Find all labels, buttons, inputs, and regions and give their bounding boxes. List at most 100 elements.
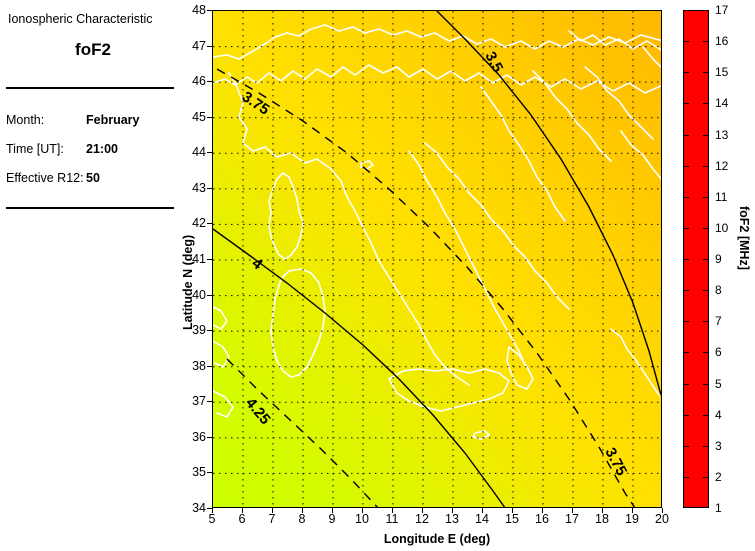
divider-bottom: [6, 207, 174, 209]
colorbar-tick-label: 2: [715, 469, 722, 484]
y-tick-label: 48: [192, 3, 206, 17]
x-tick-mark: [452, 508, 453, 513]
x-axis-ticks: 5 6 7 8 9 10 11 12 13 14 15 16 17 18 19 20: [208, 0, 669, 551]
x-tick-mark: [512, 508, 513, 513]
x-tick-mark: [422, 508, 423, 513]
meta-row-time: Time [UT]: 21:00: [6, 142, 118, 156]
colorbar-tick-mark: [703, 321, 708, 323]
x-tick-mark: [212, 508, 213, 513]
y-tick-mark: [207, 152, 212, 154]
colorbar-tick-mark: [703, 445, 708, 447]
colorbar-tick-mark: [684, 290, 689, 292]
x-tick-label: 14: [475, 512, 489, 526]
colorbar-tick-mark: [684, 476, 689, 478]
colorbar-tick-mark: [684, 259, 689, 260]
colorbar-tick-mark: [684, 134, 689, 136]
colorbar-tick-mark: [703, 259, 708, 260]
colorbar-tick-mark: [684, 227, 689, 229]
colorbar-tick-label: 14: [715, 96, 729, 111]
y-tick-mark: [207, 436, 212, 438]
x-tick-mark: [242, 508, 243, 513]
x-tick-label: 19: [625, 512, 639, 526]
x-tick-label: 13: [445, 512, 459, 526]
y-axis-ticks: 34 35 36 37 38 39 40 41 42 43 44 45 46 47 48: [176, 3, 206, 515]
colorbar-tick-mark: [703, 414, 708, 416]
x-tick-mark: [662, 508, 663, 513]
gridlines: [213, 11, 661, 507]
y-tick-mark: [207, 508, 212, 509]
x-tick-mark: [392, 508, 393, 513]
colorbar-tick-label: 17: [715, 3, 729, 17]
x-tick-label: 7: [268, 512, 276, 526]
y-tick-mark: [207, 116, 212, 118]
x-tick-label: 11: [385, 512, 399, 526]
meta-row-r12: Effective R12: 50: [6, 171, 100, 185]
y-tick-mark: [207, 365, 212, 367]
colorbar-tick-mark: [703, 352, 708, 354]
x-tick-label: 16: [535, 512, 549, 526]
x-tick-label: 9: [328, 512, 336, 526]
colorbar-tick-mark: [684, 321, 689, 323]
x-tick-mark: [632, 508, 633, 513]
y-tick-mark: [207, 259, 212, 260]
y-tick-label: 38: [192, 358, 206, 373]
y-tick-label: 36: [192, 429, 206, 444]
x-tick-label: 5: [208, 512, 216, 526]
colorbar-tick-mark: [703, 134, 708, 136]
y-tick-mark: [207, 294, 212, 296]
colorbar-tick-label: 12: [715, 158, 729, 173]
colorbar-tick-label: 3: [715, 438, 722, 453]
x-tick-label: 20: [655, 512, 669, 526]
colorbar-tick-label: 1: [715, 501, 722, 515]
coastlines: [213, 24, 661, 440]
colorbar-tick-mark: [684, 103, 689, 105]
y-tick-mark: [207, 401, 212, 403]
colorbar-tick-mark: [684, 41, 689, 43]
y-tick-label: 42: [192, 216, 206, 231]
contour-lines: [213, 11, 661, 507]
meta-value-r12: 50: [86, 171, 100, 185]
y-tick-label: 41: [192, 252, 206, 266]
contour-3.75: [216, 68, 636, 507]
y-tick-mark: [207, 223, 212, 225]
contour-4.25: [226, 358, 379, 507]
colorbar-tick-label: 9: [715, 252, 722, 266]
x-tick-label: 17: [565, 512, 579, 526]
value-field: [213, 11, 661, 507]
colorbar-tick-mark: [684, 383, 689, 385]
info-panel: Ionospheric Characteristic foF2 Month: Fe…: [0, 0, 196, 551]
x-tick-mark: [482, 508, 483, 513]
x-tick-label: 6: [238, 512, 246, 526]
x-tick-mark: [272, 508, 273, 513]
y-tick-label: 39: [192, 323, 206, 338]
colorbar-tick-mark: [684, 196, 689, 198]
y-tick-mark: [207, 81, 212, 83]
colorbar-tick-mark: [703, 476, 708, 478]
map-plot-area: 3.5 3.75 4 4.25 3.75: [212, 10, 662, 508]
colorbar-tick-label: 11: [715, 189, 728, 204]
y-tick-label: 44: [192, 145, 206, 160]
y-tick-mark: [207, 45, 212, 47]
colorbar-tick-mark: [703, 196, 708, 198]
colorbar-tick-label: 16: [715, 34, 729, 49]
meta-label-time: Time [UT]:: [6, 142, 64, 156]
x-tick-mark: [602, 508, 603, 513]
meta-label-month: Month:: [6, 113, 45, 127]
x-tick-label: 15: [505, 512, 519, 526]
panel-title: Ionospheric Characteristic: [8, 12, 153, 26]
divider-top: [6, 87, 174, 89]
x-tick-mark: [332, 508, 333, 513]
colorbar-label: foF2 [MHz]: [737, 206, 751, 270]
colorbar-tick-label: 13: [715, 127, 729, 142]
y-tick-mark: [207, 187, 212, 189]
map-plot: 3.5 3.75 4 4.25 3.75: [212, 10, 662, 508]
y-tick-label: 46: [192, 74, 206, 89]
colorbar-tick-mark: [703, 383, 708, 385]
colorbar-tick-label: 7: [715, 314, 722, 329]
colorbar-tick-label: 8: [715, 283, 722, 298]
x-tick-mark: [362, 508, 363, 513]
colorbar-tick-mark: [703, 227, 708, 229]
contour-4: [213, 228, 506, 507]
contour-3.5: [436, 11, 661, 396]
meta-label-r12: Effective R12:: [6, 171, 84, 185]
